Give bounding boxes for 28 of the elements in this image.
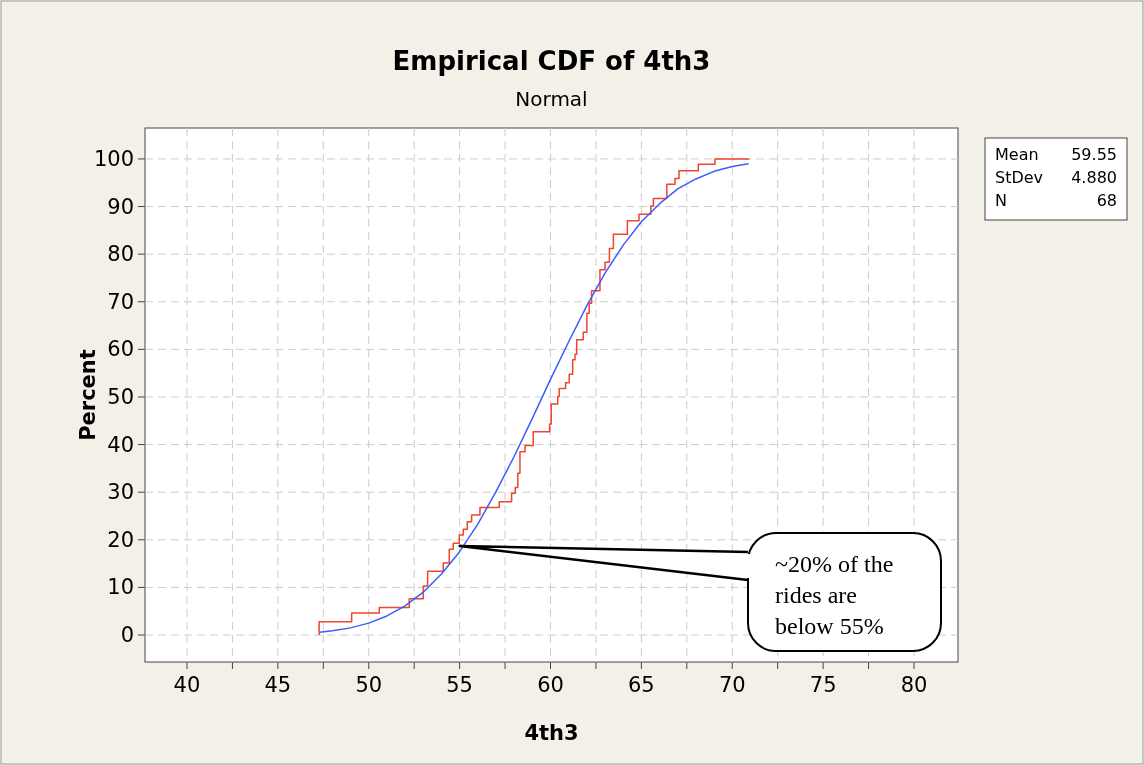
text: Mean 59.55 bbox=[995, 145, 1117, 164]
y-tick-label: 70 bbox=[107, 289, 134, 314]
x-tick-label: 40 bbox=[173, 673, 201, 697]
x-tick-label: 65 bbox=[628, 673, 655, 697]
y-tick-label: 50 bbox=[107, 384, 134, 409]
x-tick-label: 45 bbox=[264, 673, 292, 697]
x-axis-title: 4th3 bbox=[524, 721, 579, 745]
y-tick-label: 40 bbox=[107, 432, 134, 457]
y-tick-label: 80 bbox=[107, 242, 134, 267]
y-tick-label: 20 bbox=[107, 527, 134, 552]
y-tick-label: 0 bbox=[120, 623, 134, 648]
y-axis-title: Percent bbox=[76, 349, 100, 441]
y-tick-label: 10 bbox=[107, 575, 134, 600]
chart-subtitle: Normal bbox=[515, 87, 588, 111]
text: StDev 4.880 bbox=[995, 168, 1117, 187]
chart-title: Empirical CDF of 4th3 bbox=[392, 46, 711, 76]
y-tick-label: 100 bbox=[93, 146, 134, 171]
y-tick-label: 90 bbox=[107, 194, 134, 219]
x-tick-label: 55 bbox=[446, 673, 473, 697]
y-tick-label: 60 bbox=[107, 337, 134, 362]
annotation: ~20% of the rides are below 55% bbox=[775, 551, 894, 639]
text: N 68 bbox=[995, 191, 1117, 210]
y-tick-label: 30 bbox=[107, 480, 134, 505]
x-tick-label: 60 bbox=[537, 673, 564, 697]
x-tick-label: 75 bbox=[809, 673, 837, 697]
x-tick-label: 70 bbox=[718, 673, 746, 697]
x-tick-label: 50 bbox=[355, 673, 383, 697]
x-tick-label: 80 bbox=[900, 673, 928, 697]
